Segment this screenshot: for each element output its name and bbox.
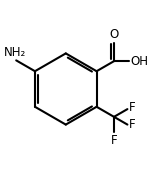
Text: F: F <box>129 101 136 114</box>
Text: F: F <box>129 118 136 131</box>
Text: O: O <box>109 28 119 41</box>
Text: OH: OH <box>130 55 148 68</box>
Text: F: F <box>111 134 117 147</box>
Text: NH₂: NH₂ <box>4 46 26 59</box>
